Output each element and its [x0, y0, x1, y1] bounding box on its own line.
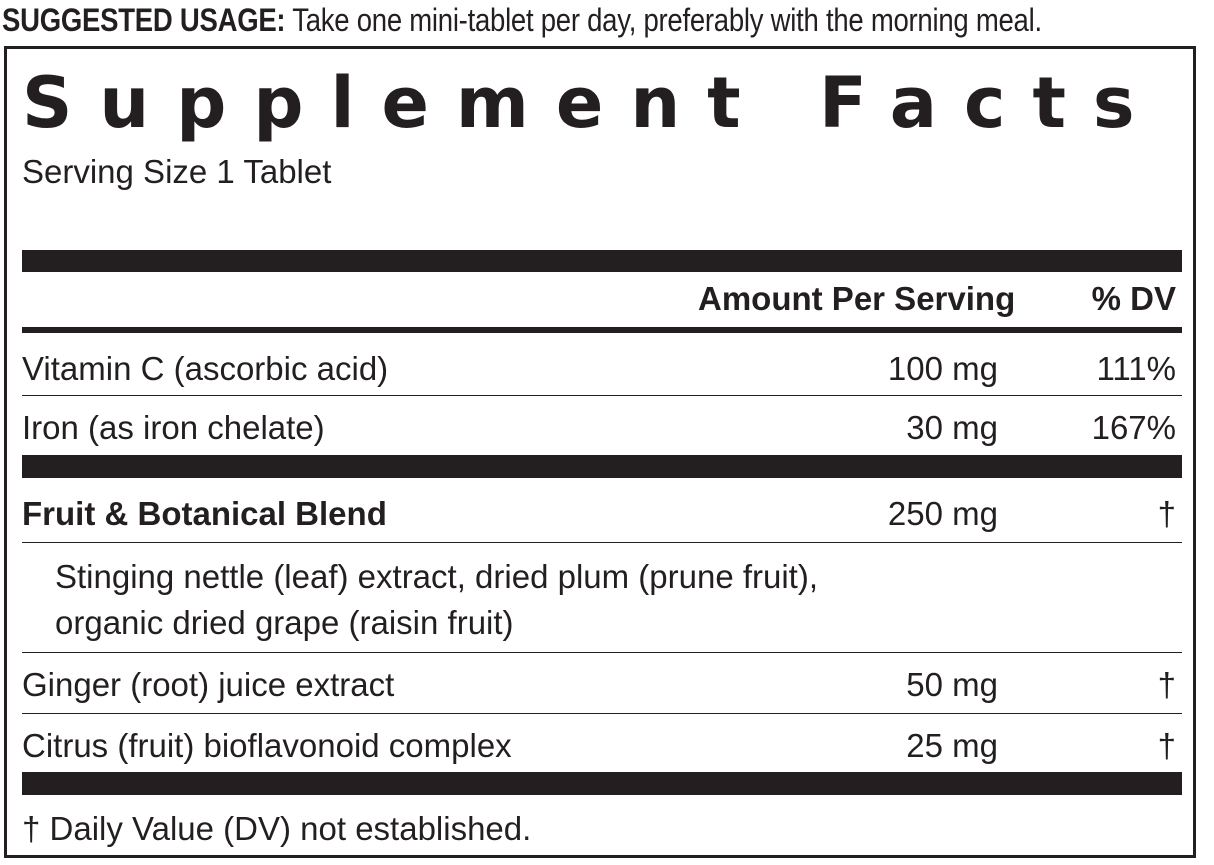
nutrient-amount: 100 mg	[887, 350, 998, 387]
thick-rule	[22, 250, 1182, 272]
blend-ingredients: Stinging nettle (leaf) extract, dried pl…	[55, 558, 819, 595]
nutrient-dv: 111%	[1096, 350, 1176, 387]
medium-rule	[22, 327, 1182, 333]
footnote: † Daily Value (DV) not established.	[22, 810, 532, 847]
nutrient-amount: 50 mg	[906, 666, 998, 703]
nutrient-name: Citrus (fruit) bioflavonoid complex	[22, 727, 512, 764]
nutrient-name: Ginger (root) juice extract	[22, 666, 395, 703]
blend-amount: 250 mg	[887, 495, 998, 532]
thin-rule	[22, 713, 1182, 714]
usage-label: SUGGESTED USAGE:	[2, 2, 286, 38]
thick-rule	[22, 455, 1182, 478]
nutrient-amount: 30 mg	[906, 409, 998, 446]
nutrient-dv: †	[1157, 666, 1176, 703]
serving-size: Serving Size 1 Tablet	[22, 153, 332, 190]
blend-name: Fruit & Botanical Blend	[22, 495, 387, 532]
thick-rule	[22, 772, 1182, 795]
nutrient-dv: 167%	[1091, 409, 1176, 446]
nutrient-dv: †	[1157, 727, 1176, 764]
nutrient-name: Vitamin C (ascorbic acid)	[22, 350, 389, 387]
thin-rule	[22, 542, 1182, 543]
usage-text: Take one mini-tablet per day, preferably…	[292, 2, 1042, 38]
blend-ingredients: organic dried grape (raisin fruit)	[55, 604, 514, 641]
amount-header: Amount Per Serving	[698, 280, 1016, 317]
dv-header: % DV	[1091, 280, 1176, 317]
blend-dv: †	[1157, 495, 1176, 532]
thin-rule	[22, 652, 1182, 653]
thin-rule	[22, 395, 1182, 396]
nutrient-name: Iron (as iron chelate)	[22, 409, 325, 446]
facts-panel	[4, 46, 1196, 858]
suggested-usage: SUGGESTED USAGE: Take one mini-tablet pe…	[2, 2, 1042, 39]
facts-title: Supplement Facts	[22, 62, 1162, 144]
nutrient-amount: 25 mg	[906, 727, 998, 764]
